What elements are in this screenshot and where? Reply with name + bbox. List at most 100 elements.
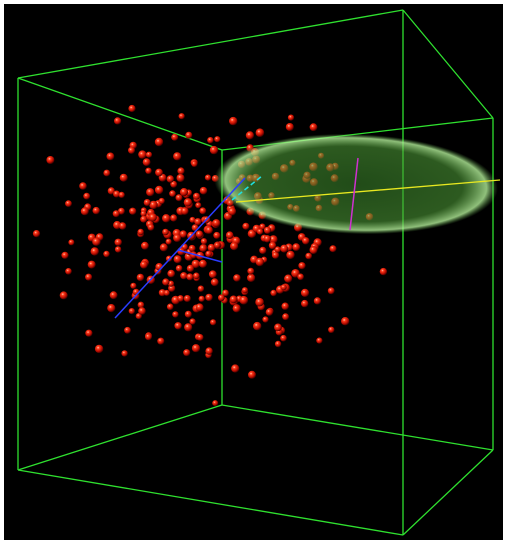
point-sphere [160, 243, 168, 251]
point-sphere [231, 364, 239, 372]
point-sphere [270, 290, 276, 296]
point-sphere [209, 270, 217, 278]
point-sphere [155, 169, 163, 177]
point-sphere [140, 261, 148, 269]
point-sphere [169, 190, 176, 197]
point-sphere [214, 242, 220, 248]
point-sphere [242, 223, 249, 230]
point-sphere [218, 294, 225, 301]
point-sphere [184, 198, 192, 206]
point-sphere [292, 243, 300, 251]
point-sphere [176, 265, 183, 272]
point-sphere [141, 211, 147, 217]
point-sphere [138, 150, 146, 158]
point-sphere [316, 338, 322, 344]
point-sphere [269, 242, 276, 249]
point-sphere [91, 247, 99, 255]
point-sphere [167, 304, 174, 311]
point-sphere [246, 131, 254, 139]
point-sphere [185, 132, 192, 139]
point-sphere [174, 322, 181, 329]
point-sphere [247, 274, 255, 282]
point-sphere [205, 175, 211, 181]
point-sphere [328, 287, 335, 294]
point-sphere [192, 344, 200, 352]
point-sphere [195, 202, 201, 208]
point-sphere [137, 274, 144, 281]
point-sphere [177, 167, 184, 174]
point-sphere [288, 115, 294, 121]
point-sphere [282, 303, 289, 310]
point-sphere [298, 262, 305, 269]
point-sphere [159, 198, 165, 204]
point-sphere [162, 214, 170, 222]
point-sphere [162, 229, 169, 236]
point-sphere [167, 270, 175, 278]
point-sphere [110, 291, 118, 299]
point-sphere [210, 319, 216, 325]
point-sphere [145, 168, 151, 174]
point-sphere [256, 258, 264, 266]
point-sphere [103, 170, 110, 177]
point-sphere [274, 324, 282, 332]
point-sphere [61, 252, 68, 259]
point-sphere [247, 268, 254, 275]
point-sphere [301, 300, 308, 307]
point-sphere [284, 275, 292, 283]
point-sphere [114, 117, 121, 124]
point-sphere [264, 235, 271, 242]
point-sphere [171, 134, 178, 141]
point-sphere [230, 296, 238, 304]
point-sphere [181, 207, 189, 215]
point-sphere [205, 294, 212, 301]
point-sphere [107, 153, 115, 161]
point-sphere [174, 255, 182, 263]
point-sphere [119, 192, 125, 198]
point-sphere [297, 274, 304, 281]
point-sphere [140, 216, 147, 223]
scene-3d [4, 4, 503, 540]
point-sphere [141, 242, 149, 250]
point-sphere [253, 322, 261, 330]
point-sphere [186, 273, 193, 280]
point-sphere [145, 333, 152, 340]
point-sphere [197, 334, 204, 341]
point-sphere [212, 400, 218, 406]
point-sphere [162, 278, 169, 285]
point-sphere [286, 251, 294, 259]
point-sphere [228, 207, 236, 215]
point-sphere [262, 316, 268, 322]
point-sphere [240, 296, 249, 305]
point-sphere [205, 251, 212, 258]
point-sphere [207, 137, 213, 143]
point-sphere [180, 188, 188, 196]
point-sphere [314, 297, 321, 304]
point-sphere [212, 219, 220, 227]
point-sphere [187, 265, 194, 272]
point-sphere [46, 156, 54, 164]
point-sphere [196, 303, 204, 311]
point-sphere [119, 222, 126, 229]
point-sphere [146, 188, 154, 196]
point-sphere [199, 244, 207, 252]
point-sphere [193, 193, 200, 200]
point-sphere [205, 226, 213, 234]
point-sphere [196, 231, 203, 238]
point-sphere [194, 218, 201, 225]
point-sphere [214, 136, 220, 142]
point-sphere [83, 193, 90, 200]
point-sphere [113, 210, 120, 217]
point-sphere [280, 245, 288, 253]
point-sphere [115, 239, 122, 246]
point-sphere [143, 158, 151, 166]
point-sphere [190, 318, 196, 324]
point-sphere [200, 187, 208, 195]
point-sphere [88, 261, 96, 269]
point-sphere [248, 371, 256, 379]
point-sphere [198, 286, 204, 292]
point-sphere [211, 278, 219, 286]
point-sphere [282, 313, 289, 320]
point-sphere [280, 335, 287, 342]
point-sphere [155, 138, 163, 146]
viewer [0, 0, 507, 544]
